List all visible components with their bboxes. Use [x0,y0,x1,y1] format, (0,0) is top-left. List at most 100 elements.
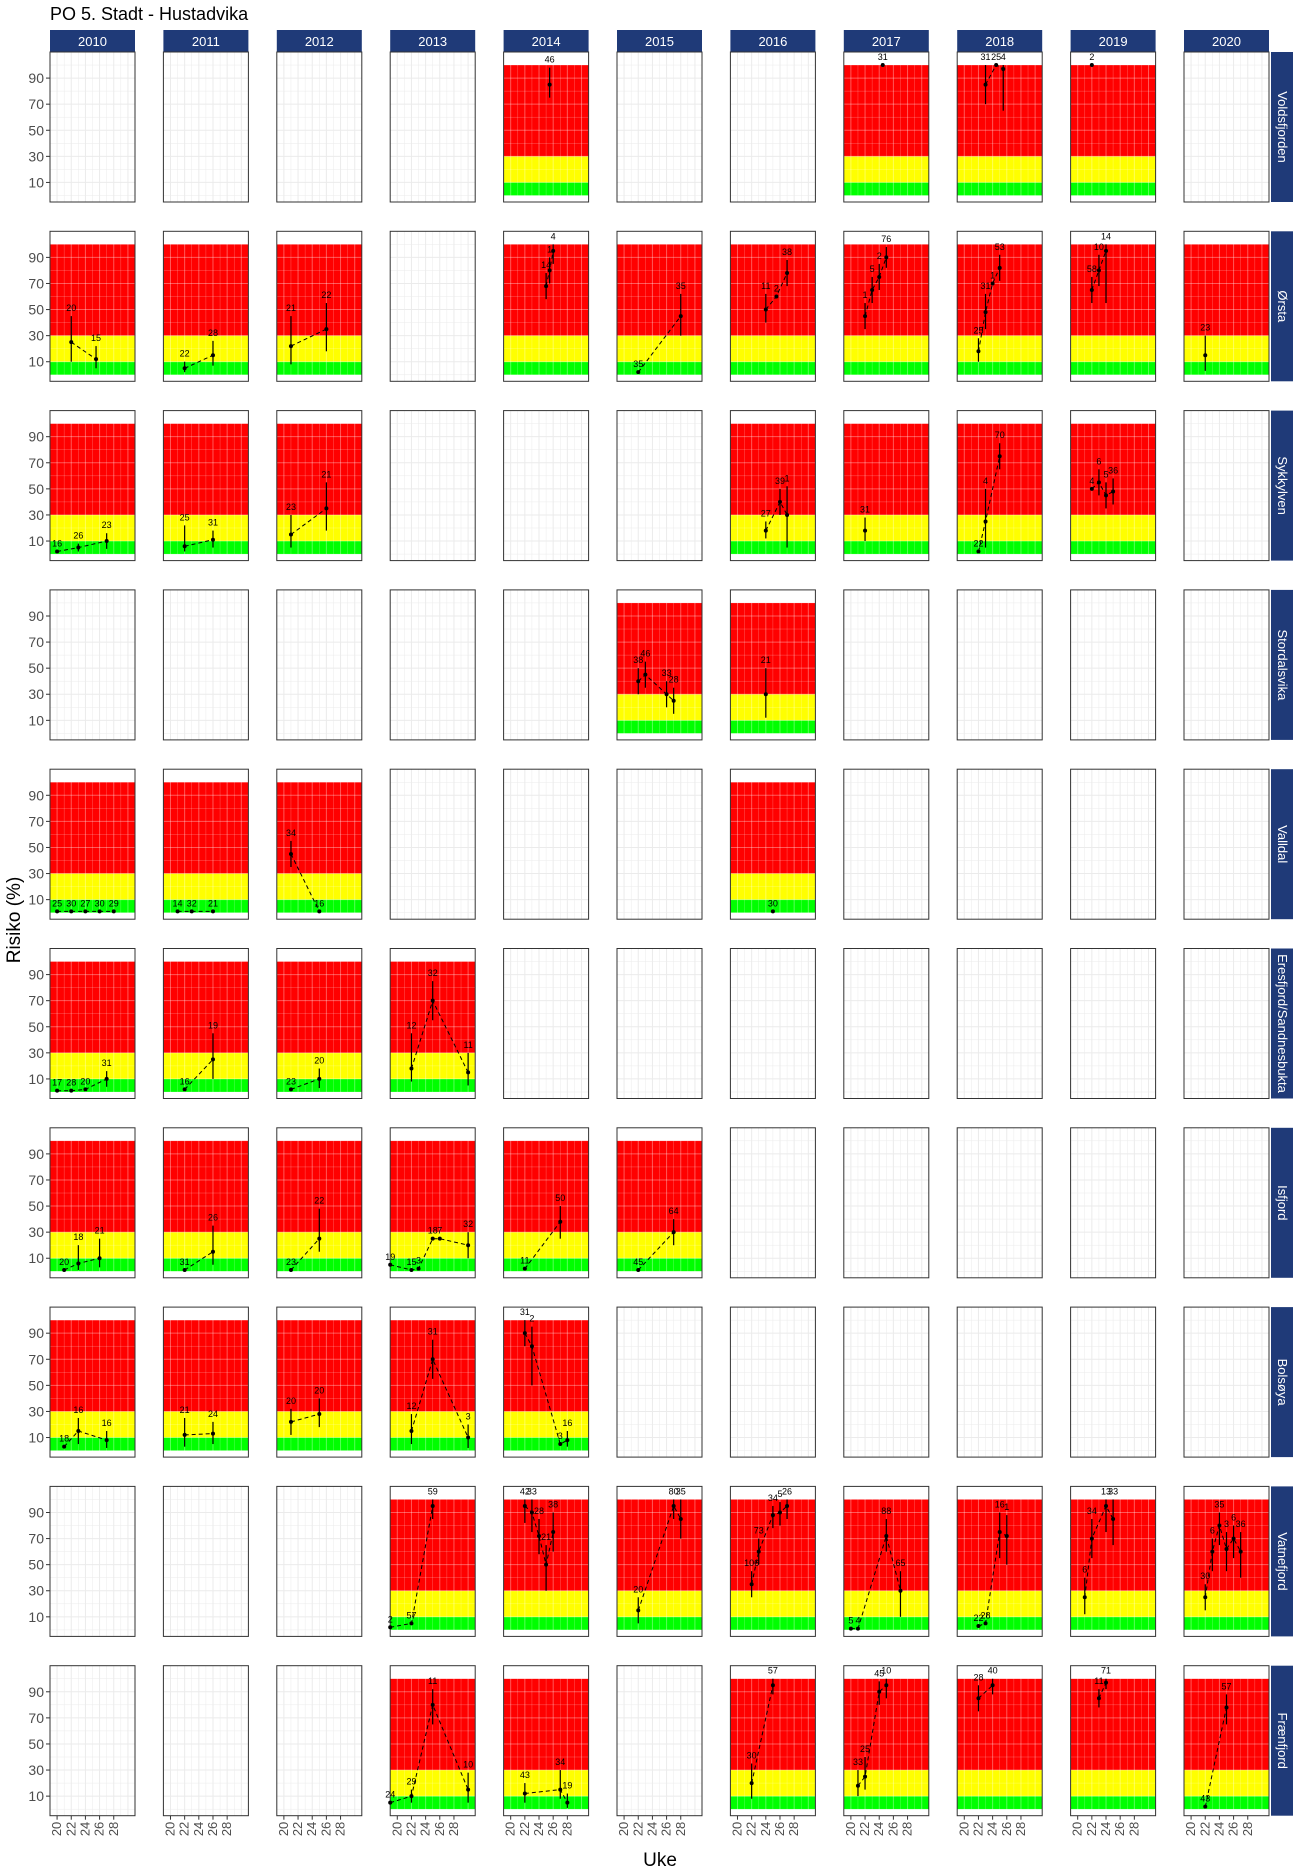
data-point [537,1533,542,1538]
series-line [390,1238,469,1271]
risk-band-yellow [50,873,135,900]
risk-band-yellow [730,694,816,721]
data-point [636,370,641,375]
x-tick-label: 22 [744,1822,759,1836]
data-point [877,274,882,279]
panel-border [1183,1127,1270,1279]
risk-band-yellow [730,1590,816,1617]
panel-Ørsta-2012: 21 22 [276,230,363,382]
data-point [466,1787,471,1792]
sample-size-label: 31 [878,52,888,62]
data-point [1231,1536,1236,1541]
panel-Vatnefjord-2010 [49,1485,136,1637]
sample-size-label: 3 [558,1431,563,1441]
data-point [636,679,641,684]
sample-size-label: 31 [102,1058,112,1068]
y-tick-label: 70 [28,96,44,112]
panel-Eresfjord/Sandnesbukta-2020 [1183,948,1270,1099]
risk-band-red [50,961,135,1053]
risk-band-yellow [390,1411,476,1438]
sample-size-label: 29 [109,898,119,908]
sample-size-label: 28 [66,1078,76,1088]
sample-size-label: 33 [853,1757,863,1767]
data-point [104,1076,109,1081]
data-point [990,281,995,286]
risk-band-green [50,1258,135,1272]
panel-border [956,51,1043,203]
x-tick-label: 20 [1183,1822,1198,1836]
data-point [863,1774,868,1779]
x-tick-label: 20 [843,1822,858,1836]
sample-size-label: 23 [286,502,296,512]
panel-Valldal-2014 [503,768,590,920]
risk-band-green [957,1796,1043,1810]
data-point [1082,1595,1087,1600]
year-strip-2013 [390,30,476,52]
sample-size-label: 36 [1236,1519,1246,1529]
sample-size-label: 22 [973,538,983,548]
data-point [1001,66,1006,71]
sample-size-label: 2 [1089,52,1094,62]
data-point [990,1683,995,1688]
sample-size-label: 25 [973,325,983,335]
risk-band-yellow [843,1590,929,1617]
risk-band-yellow [50,1411,135,1438]
risk-band-red [503,1140,589,1233]
panel-border [162,51,249,203]
data-point [1224,1705,1229,1710]
data-point [76,1429,81,1434]
panel-Voldsfjorden-2010 [49,51,136,203]
data-point [388,1800,393,1805]
data-point [409,1066,414,1071]
panel-Bolsøya-2013: 12 31 3 [389,1306,476,1458]
risk-band-green [503,1616,589,1630]
sample-size-label: 11 [463,1040,472,1050]
site-strip [1271,769,1293,920]
site-label: Voldsfjorden [1275,91,1290,163]
panel-Valldal-2011: 14 32 21 [162,768,249,920]
risk-band-red [843,423,929,515]
risk-band-green [390,1078,476,1092]
risk-band-yellow [730,335,816,362]
panel-Frænfjord-2012 [276,1665,363,1817]
panel-Sykkylven-2012: 23 21 [276,410,363,562]
series-line [290,1413,320,1423]
panel-Eresfjord/Sandnesbukta-2017 [843,948,930,1099]
sample-size-label: 33 [527,1486,537,1496]
data-point [466,1435,471,1440]
y-tick-label: 90 [28,967,44,983]
year-label-2012: 2012 [305,34,334,49]
sample-size-label: 33 [662,668,672,678]
sample-size-label: 21 [286,303,296,313]
panel-border [389,768,476,920]
panel-border [956,1127,1043,1279]
panel-Eresfjord/Sandnesbukta-2014 [503,948,590,1099]
panel-Voldsfjorden-2011 [162,51,249,203]
sample-size-label: 16 [995,1499,1005,1509]
sample-size-label: 65 [895,1558,905,1568]
panel-Sykkylven-2010: 16 26 23 [49,410,136,562]
panel-Bolsøya-2017 [843,1306,930,1458]
sample-size-label: 76 [881,234,891,244]
sample-size-label: 3 [416,1256,421,1266]
panel-border [1070,230,1157,382]
panel-border [1183,410,1270,562]
sample-size-label: 6 [1096,456,1101,466]
panel-border [276,1306,363,1458]
panel-Bolsøya-2012: 2020 [276,1306,363,1458]
y-tick-label: 90 [28,787,44,803]
risk-band-red [163,423,249,515]
panel-Ørsta-2016: 11 2 38 [729,230,816,382]
panel-border [729,948,816,1099]
panel-border [162,1485,249,1637]
panel-Eresfjord/Sandnesbukta-2012: 23 20 [276,948,363,1099]
sample-size-label: 30 [747,1751,757,1761]
panel-border [389,1127,476,1279]
sample-size-label: 32 [428,968,438,978]
panel-border [1070,768,1157,920]
sample-size-label: 22 [973,1613,983,1623]
x-tick-label: 20 [49,1822,64,1836]
panel-Valldal-2020 [1183,768,1270,920]
panel-border [389,1306,476,1458]
